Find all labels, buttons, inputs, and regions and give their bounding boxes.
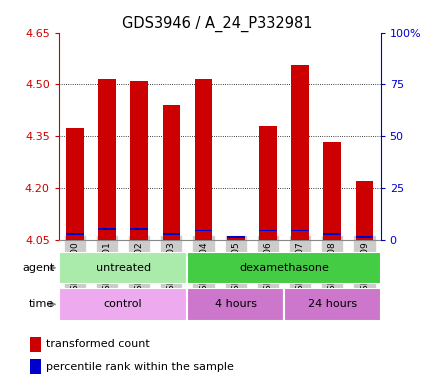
Text: control: control: [104, 299, 142, 310]
Bar: [355, 236, 372, 238]
Text: 4 hours: 4 hours: [214, 299, 256, 310]
Bar: [59, 252, 187, 284]
Bar: [227, 237, 244, 240]
Bar: [283, 288, 380, 321]
Text: percentile rank within the sample: percentile rank within the sample: [46, 362, 233, 372]
Bar: [194, 230, 212, 231]
Bar: [187, 288, 283, 321]
Text: GDS3946 / A_24_P332981: GDS3946 / A_24_P332981: [122, 15, 312, 31]
Bar: [59, 288, 187, 321]
Bar: [30, 337, 41, 352]
Bar: [98, 228, 115, 230]
Bar: [323, 141, 340, 240]
Bar: [194, 79, 212, 240]
Bar: [130, 81, 148, 240]
Text: dexamethasone: dexamethasone: [239, 263, 328, 273]
Bar: [291, 65, 308, 240]
Bar: [66, 233, 83, 235]
Bar: [66, 127, 83, 240]
Bar: [162, 233, 180, 235]
Bar: [291, 230, 308, 231]
Text: untreated: untreated: [95, 263, 150, 273]
Bar: [130, 228, 148, 230]
Bar: [187, 252, 380, 284]
Text: time: time: [29, 299, 54, 310]
Bar: [259, 126, 276, 240]
Bar: [30, 359, 41, 374]
Bar: [227, 236, 244, 238]
Text: transformed count: transformed count: [46, 339, 150, 349]
Bar: [98, 79, 115, 240]
Bar: [355, 181, 372, 240]
Bar: [323, 233, 340, 235]
Bar: [162, 105, 180, 240]
Text: agent: agent: [22, 263, 54, 273]
Bar: [259, 230, 276, 231]
Text: 24 hours: 24 hours: [307, 299, 356, 310]
